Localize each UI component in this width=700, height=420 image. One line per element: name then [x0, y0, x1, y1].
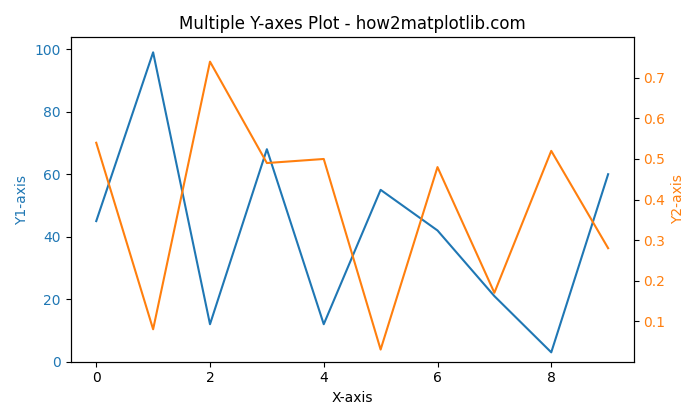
X-axis label: X-axis: X-axis	[331, 391, 373, 405]
Title: Multiple Y-axes Plot - how2matplotlib.com: Multiple Y-axes Plot - how2matplotlib.co…	[178, 15, 526, 33]
Y-axis label: Y2-axis: Y2-axis	[671, 175, 685, 224]
Y-axis label: Y1-axis: Y1-axis	[15, 175, 29, 225]
